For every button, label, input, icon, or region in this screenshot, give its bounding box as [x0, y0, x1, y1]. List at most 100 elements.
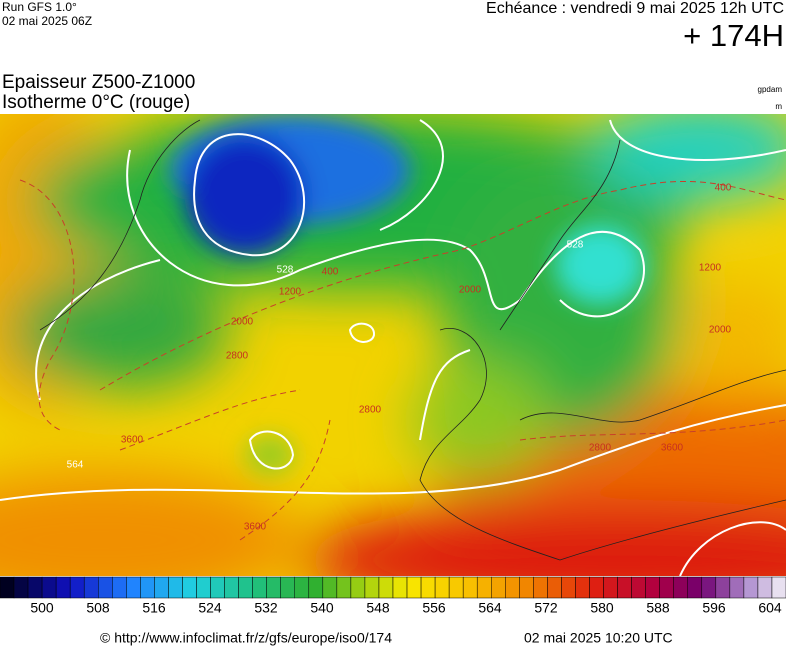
contour-label: 2800: [359, 405, 382, 416]
colorbar-label: 580: [590, 600, 614, 616]
contour-label: 2800: [589, 443, 612, 454]
colorbar: [0, 576, 786, 599]
contour-label: 528: [277, 265, 294, 276]
color-swatch: [126, 576, 141, 599]
unit-thickness: gpdam: [758, 85, 783, 94]
lead-time: + 174H: [683, 18, 784, 53]
color-swatch: [533, 576, 548, 599]
color-swatch: [224, 576, 239, 599]
contour-label: 400: [715, 183, 732, 194]
color-swatch: [701, 576, 717, 599]
colorbar-label: 564: [478, 600, 502, 616]
colorbar-label: 604: [758, 600, 782, 616]
color-swatch: [462, 576, 478, 599]
color-swatch: [266, 576, 281, 599]
color-swatch: [715, 576, 731, 599]
color-swatch: [168, 576, 183, 599]
map-title: Epaisseur Z500-Z1000: [2, 72, 195, 93]
contour-label: 3600: [244, 522, 267, 533]
color-swatch: [196, 576, 211, 599]
coastlines: [39, 119, 786, 561]
color-swatch: [0, 576, 15, 599]
color-swatch: [182, 576, 197, 599]
color-swatch: [98, 576, 113, 599]
colorbar-label: 540: [310, 600, 334, 616]
colorbar-label: 548: [366, 600, 390, 616]
color-swatch: [434, 576, 450, 599]
colorbar-label: 516: [142, 600, 166, 616]
contour-label: 3600: [121, 435, 144, 446]
color-swatch: [154, 576, 169, 599]
color-swatch: [210, 576, 225, 599]
footer-date: 02 mai 2025 10:20 UTC: [524, 630, 673, 646]
color-swatch: [505, 576, 520, 599]
colorbar-label: 588: [646, 600, 670, 616]
color-swatch: [83, 576, 99, 599]
color-swatch: [420, 576, 436, 599]
color-swatch: [589, 576, 604, 599]
iso0-contours: [19, 179, 786, 541]
contour-label: 2800: [226, 351, 249, 362]
color-swatch: [631, 576, 646, 599]
color-swatch: [406, 576, 422, 599]
color-swatch: [112, 576, 127, 599]
contour-label: 564: [67, 460, 84, 471]
color-swatch: [687, 576, 703, 599]
color-swatch: [140, 576, 155, 599]
color-swatch: [294, 576, 310, 599]
color-swatch: [280, 576, 296, 599]
contour-label: 1200: [279, 287, 302, 298]
thickness-contours: [0, 119, 786, 576]
valid-time: Echéance : vendredi 9 mai 2025 12h UTC: [486, 0, 784, 17]
unit-iso: m: [775, 102, 782, 111]
color-swatch: [659, 576, 674, 599]
color-swatch: [547, 576, 562, 599]
contour-label: 2000: [231, 317, 254, 328]
map-subtitle: Isotherme 0°C (rouge): [2, 92, 190, 113]
color-swatch: [252, 576, 267, 599]
colorbar-label: 532: [254, 600, 278, 616]
color-swatch: [13, 576, 29, 599]
colorbar-label: 508: [86, 600, 110, 616]
color-swatch: [55, 576, 71, 599]
color-swatch: [378, 576, 394, 599]
color-swatch: [392, 576, 408, 599]
color-swatch: [69, 576, 85, 599]
color-swatch: [519, 576, 534, 599]
color-swatch: [575, 576, 590, 599]
color-swatch: [645, 576, 660, 599]
color-swatch: [308, 576, 324, 599]
colorbar-label: 572: [534, 600, 558, 616]
colorbar-label: 556: [422, 600, 446, 616]
contour-label: 2000: [459, 285, 482, 296]
contour-label: 3600: [661, 443, 684, 454]
color-swatch: [771, 576, 786, 599]
run-date: 02 mai 2025 06Z: [2, 14, 92, 28]
color-swatch: [729, 576, 745, 599]
color-swatch: [603, 576, 618, 599]
color-swatch: [673, 576, 689, 599]
footer-url: © http://www.infoclimat.fr/z/gfs/europe/…: [100, 630, 392, 646]
color-swatch: [491, 576, 506, 599]
color-swatch: [336, 576, 352, 599]
contour-label: 400: [322, 267, 339, 278]
colorbar-label: 500: [30, 600, 54, 616]
color-swatch: [238, 576, 253, 599]
colorbar-label: 524: [198, 600, 222, 616]
color-swatch: [322, 576, 338, 599]
color-swatch: [350, 576, 366, 599]
run-label: Run GFS 1.0°: [2, 0, 77, 14]
contour-label: 1200: [699, 263, 722, 274]
color-swatch: [561, 576, 576, 599]
contour-label: 528: [567, 240, 584, 251]
map: 528 528 564 3600 3600 3600 2800 2800 2800 400 400 1…: [0, 114, 786, 576]
contour-label: 2000: [709, 325, 732, 336]
color-swatch: [41, 576, 57, 599]
color-swatch: [476, 576, 492, 599]
color-swatch: [27, 576, 43, 599]
colorbar-label: 596: [702, 600, 726, 616]
color-swatch: [364, 576, 380, 599]
color-swatch: [448, 576, 464, 599]
